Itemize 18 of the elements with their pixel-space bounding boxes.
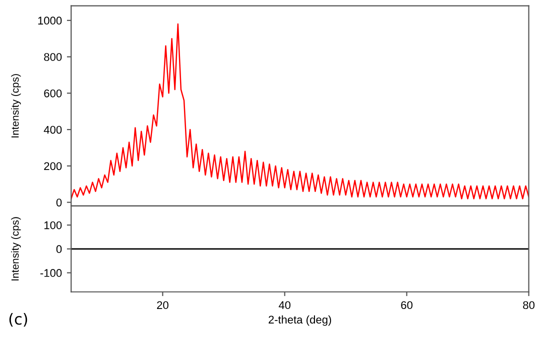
x-tick-label: 80 [523, 301, 535, 310]
y-tick-label: 0 [56, 198, 62, 206]
y-tick-label: 100 [44, 221, 62, 230]
text: (c) [9, 312, 28, 327]
y-tick-label: 200 [44, 162, 62, 170]
y-axis-title: Intensity (cps) [11, 74, 21, 138]
y-tick-label: 600 [44, 89, 62, 98]
y-tick-label: 1000 [38, 16, 62, 25]
x-tick-label: 20 [157, 301, 168, 310]
y-axis-title: Intensity (cps) [11, 217, 21, 280]
line-series [71, 23, 529, 200]
y-tick-label: 0 [56, 245, 62, 254]
x-tick-label: 60 [401, 301, 412, 310]
y-tick-label: 800 [44, 53, 62, 61]
y-tick-label: -100 [40, 269, 62, 277]
y-tick-label: 400 [44, 126, 62, 134]
x-tick-label: 40 [278, 301, 290, 310]
x-axis-title: 2-theta (deg) [268, 315, 332, 326]
